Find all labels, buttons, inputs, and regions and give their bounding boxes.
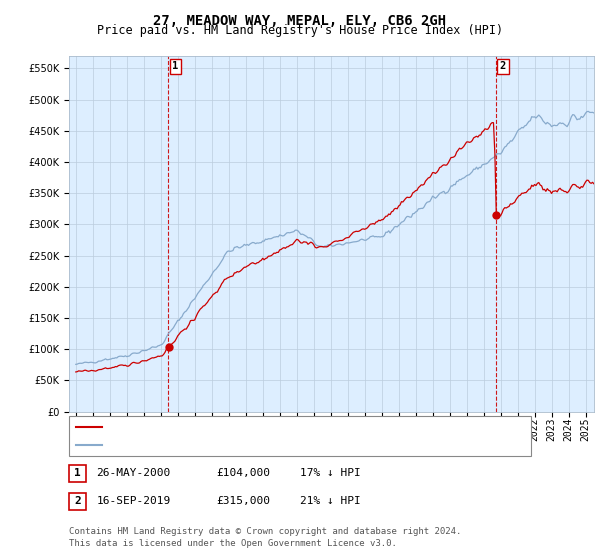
Text: 1: 1 [172, 62, 178, 71]
Text: £315,000: £315,000 [216, 496, 270, 506]
Text: 26-MAY-2000: 26-MAY-2000 [97, 468, 171, 478]
Text: Contains HM Land Registry data © Crown copyright and database right 2024.: Contains HM Land Registry data © Crown c… [69, 528, 461, 536]
Text: 17% ↓ HPI: 17% ↓ HPI [300, 468, 361, 478]
Text: 1: 1 [74, 468, 81, 478]
Text: HPI: Average price, detached house, East Cambridgeshire: HPI: Average price, detached house, East… [107, 440, 478, 450]
Text: Price paid vs. HM Land Registry's House Price Index (HPI): Price paid vs. HM Land Registry's House … [97, 24, 503, 37]
Text: This data is licensed under the Open Government Licence v3.0.: This data is licensed under the Open Gov… [69, 539, 397, 548]
Text: 2: 2 [500, 62, 506, 71]
Text: 27, MEADOW WAY, MEPAL, ELY, CB6 2GH: 27, MEADOW WAY, MEPAL, ELY, CB6 2GH [154, 14, 446, 28]
Text: 27, MEADOW WAY, MEPAL, ELY, CB6 2GH (detached house): 27, MEADOW WAY, MEPAL, ELY, CB6 2GH (det… [107, 422, 458, 432]
Text: 2: 2 [74, 496, 81, 506]
Text: 16-SEP-2019: 16-SEP-2019 [97, 496, 171, 506]
Text: 21% ↓ HPI: 21% ↓ HPI [300, 496, 361, 506]
Text: £104,000: £104,000 [216, 468, 270, 478]
